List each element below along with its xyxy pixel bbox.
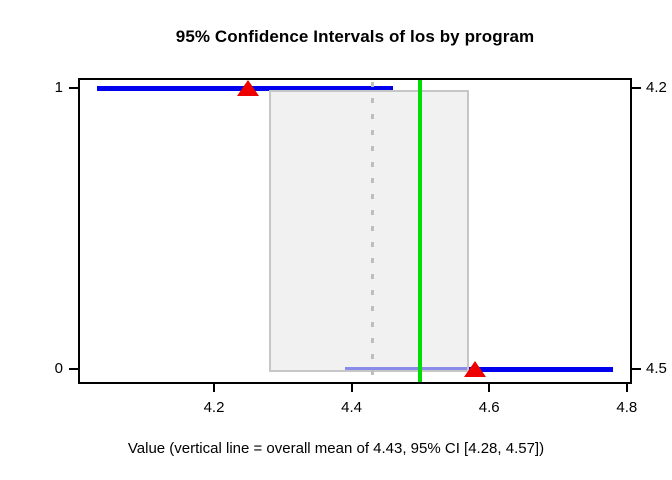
mean-marker-program-1 [237, 80, 260, 96]
x-tick-4.6 [488, 384, 491, 392]
y-tick-label-0: 0 [54, 360, 63, 377]
mean-marker-program-0 [464, 361, 487, 377]
y-tick-right-1 [632, 87, 641, 89]
x-tick-4.2 [213, 384, 215, 392]
overall-ci-rect [269, 90, 469, 372]
group-mean-right-label-1: 4.2 [646, 79, 667, 96]
overall-mean-dashed-line [370, 82, 374, 380]
chart-title: 95% Confidence Intervals of los by progr… [175, 27, 535, 46]
x-tick-4.8 [625, 384, 628, 392]
plot-area [78, 78, 632, 384]
y-tick-left-1 [69, 87, 78, 89]
reference-line [418, 80, 423, 382]
y-tick-label-1: 1 [54, 79, 63, 96]
x-axis-caption: Value (vertical line = overall mean of 4… [127, 440, 545, 457]
y-tick-right-0 [632, 368, 641, 370]
x-tick-label: 4.4 [341, 399, 363, 416]
x-tick-4.4 [350, 384, 353, 392]
group-mean-right-label-0: 4.5 [646, 360, 667, 377]
x-tick-label: 4.6 [478, 399, 500, 416]
x-tick-label: 4.2 [203, 399, 225, 416]
x-tick-label: 4.8 [616, 399, 638, 416]
y-tick-left-0 [69, 368, 78, 370]
